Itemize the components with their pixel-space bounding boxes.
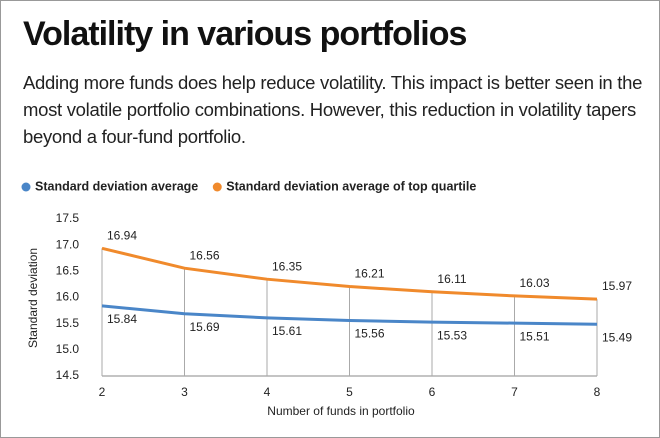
data-label: 16.94 — [107, 228, 137, 242]
data-label: 15.53 — [437, 328, 467, 342]
data-label: 16.11 — [437, 272, 466, 286]
line — [101, 304, 598, 326]
data-label: 15.61 — [272, 324, 302, 338]
data-label: 15.84 — [107, 312, 137, 326]
data-label: 16.03 — [519, 276, 549, 290]
y-tick-label: 15.5 — [56, 316, 80, 330]
x-tick-label: 7 — [511, 385, 518, 399]
y-tick-label: 17.0 — [56, 237, 80, 251]
x-tick-label: 8 — [594, 385, 601, 399]
legend-swatch — [212, 182, 222, 192]
data-label: 15.69 — [189, 320, 219, 334]
y-tick-label: 16.5 — [56, 264, 80, 278]
y-tick-label: 14.5 — [56, 368, 80, 382]
y-axis-label: Standard deviation — [26, 248, 40, 348]
data-label: 16.21 — [354, 267, 384, 281]
data-label: 15.49 — [602, 330, 632, 344]
x-tick-label: 4 — [264, 385, 271, 399]
x-axis-label: Number of funds in portfolio — [267, 404, 415, 418]
chart-subtitle: Adding more funds does help reduce volat… — [23, 72, 643, 147]
data-label: 15.56 — [354, 327, 384, 341]
legend-label: Standard deviation average of top quarti… — [226, 179, 476, 193]
y-tick-label: 17.5 — [56, 211, 80, 225]
data-label: 16.35 — [272, 259, 302, 273]
x-tick-label: 2 — [99, 385, 106, 399]
y-tick-label: 16.0 — [56, 290, 80, 304]
legend-label: Standard deviation average — [35, 179, 198, 193]
legend-swatch — [21, 182, 31, 192]
x-tick-label: 3 — [181, 385, 188, 399]
y-tick-label: 15.0 — [56, 342, 80, 356]
line — [101, 246, 598, 301]
data-label: 16.56 — [189, 248, 219, 262]
chart-title: Volatility in various portfolios — [23, 15, 467, 53]
x-tick-label: 5 — [346, 385, 353, 399]
x-tick-label: 6 — [429, 385, 436, 399]
data-label: 15.97 — [602, 279, 632, 293]
data-label: 15.51 — [519, 329, 549, 343]
